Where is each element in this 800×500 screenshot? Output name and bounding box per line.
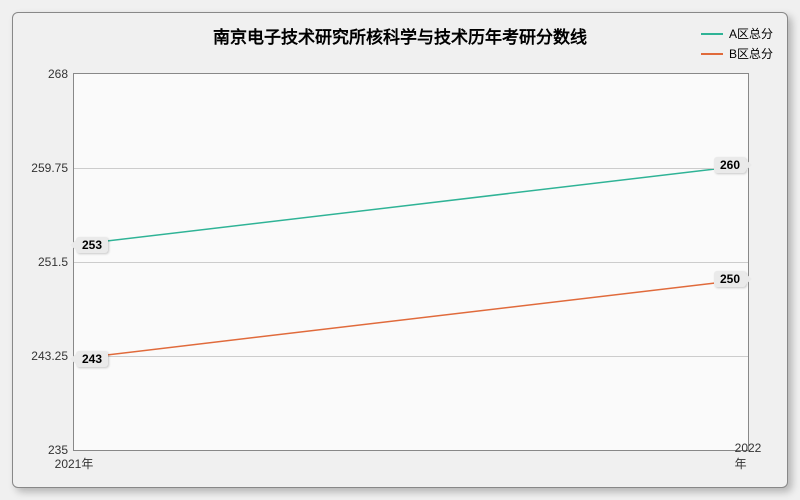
gridline	[74, 356, 748, 357]
y-tick-label: 243.25	[20, 349, 68, 363]
gridline	[74, 262, 748, 263]
plot-area: 235243.25251.5259.752682021年2022年2532602…	[73, 73, 749, 451]
gridline	[74, 168, 748, 169]
data-point-label: 260	[714, 157, 746, 173]
x-tick-label: 2021年	[55, 455, 94, 472]
chart-container: 南京电子技术研究所核科学与技术历年考研分数线 A区总分 B区总分 235243.…	[0, 0, 800, 500]
legend-item: B区总分	[701, 45, 773, 62]
legend-label: A区总分	[729, 25, 773, 42]
legend-item: A区总分	[701, 25, 773, 42]
x-tick-label: 2022年	[735, 441, 762, 472]
data-point-label: 250	[714, 271, 746, 287]
y-tick-label: 268	[20, 67, 68, 81]
legend-label: B区总分	[729, 45, 773, 62]
legend: A区总分 B区总分	[701, 25, 773, 65]
data-point-label: 253	[76, 237, 108, 253]
legend-swatch	[701, 53, 723, 55]
y-tick-label: 259.75	[20, 161, 68, 175]
y-tick-label: 251.5	[20, 255, 68, 269]
chart-frame: 南京电子技术研究所核科学与技术历年考研分数线 A区总分 B区总分 235243.…	[12, 12, 788, 488]
chart-title: 南京电子技术研究所核科学与技术历年考研分数线	[13, 23, 787, 48]
legend-swatch	[701, 33, 723, 35]
data-point-label: 243	[76, 351, 108, 367]
